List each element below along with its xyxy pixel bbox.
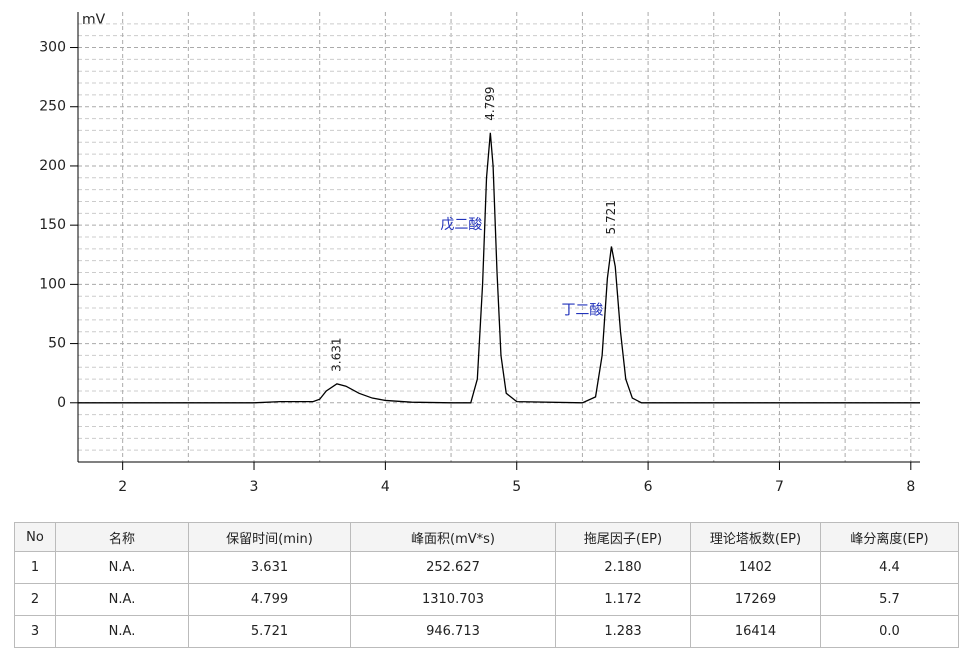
peak-label: 5.721	[604, 200, 618, 234]
x-tick-label: 5	[512, 479, 521, 495]
y-tick-label: 0	[57, 395, 66, 411]
y-tick-label: 300	[39, 40, 66, 56]
table-cell: 16414	[690, 615, 821, 648]
table-body: 1 N.A. 3.631 252.627 2.180 1402 4.4 2 N.A. 4.799 1…	[14, 551, 959, 648]
y-tick-label: 50	[48, 336, 66, 352]
table-cell: 1	[14, 551, 56, 584]
y-tick-label: 200	[39, 158, 66, 174]
header-row: No 名称 保留时间(min) 峰面积(mV*s) 拖尾因子(EP) 理论塔板数(EP) 峰…	[14, 522, 959, 552]
header-cell: 拖尾因子(EP)	[555, 522, 691, 552]
table-cell: 2	[14, 583, 56, 616]
y-tick-label: 150	[39, 217, 66, 233]
x-tick-label: 3	[250, 479, 259, 495]
x-tick-label: 4	[381, 479, 390, 495]
header-cell: 名称	[55, 522, 189, 552]
table-cell: 0.0	[820, 615, 959, 648]
header-cell: No	[14, 522, 56, 552]
table-cell: 946.713	[350, 615, 556, 648]
y-tick-label: 250	[39, 99, 66, 115]
y-unit: mV	[82, 12, 106, 28]
header-cell: 峰分离度(EP)	[820, 522, 959, 552]
table-row: 3 N.A. 5.721 946.713 1.283 16414 0.0	[14, 615, 959, 648]
x-tick-label: 2	[118, 479, 127, 495]
table-cell: 252.627	[350, 551, 556, 584]
peak-name: 丁二酸	[561, 302, 603, 318]
x-tick-label: 7	[775, 479, 784, 495]
peak-name: 戊二酸	[440, 217, 482, 233]
peak-label: 4.799	[483, 86, 497, 120]
table-cell: 4.799	[188, 583, 351, 616]
table-cell: 1.172	[555, 583, 691, 616]
table-cell: N.A.	[55, 583, 189, 616]
header-cell: 保留时间(min)	[188, 522, 351, 552]
table-cell: 1.283	[555, 615, 691, 648]
trace	[78, 132, 920, 404]
table-cell: 1402	[690, 551, 821, 584]
table-row: 1 N.A. 3.631 252.627 2.180 1402 4.4	[14, 551, 959, 584]
x-tick-label: 6	[644, 479, 653, 495]
table-cell: N.A.	[55, 615, 189, 648]
table-cell: N.A.	[55, 551, 189, 584]
table-cell: 3	[14, 615, 56, 648]
table-cell: 1310.703	[350, 583, 556, 616]
header-cell: 理论塔板数(EP)	[690, 522, 821, 552]
y-tick-label: 100	[39, 276, 66, 292]
table-cell: 17269	[690, 583, 821, 616]
x-tick-label: 8	[906, 479, 915, 495]
table-cell: 5.721	[188, 615, 351, 648]
results-table: No 名称 保留时间(min) 峰面积(mV*s) 拖尾因子(EP) 理论塔板数(EP) 峰…	[14, 522, 959, 648]
table-cell: 4.4	[820, 551, 959, 584]
table-cell: 3.631	[188, 551, 351, 584]
chart: mV 2 3 4 5 6 7 8 0 50 100 150 200 250 300 3.631 4.799 戊二…	[39, 12, 920, 495]
header-cell: 峰面积(mV*s)	[350, 522, 556, 552]
table-row: 2 N.A. 4.799 1310.703 1.172 17269 5.7	[14, 583, 959, 616]
peak-label: 3.631	[329, 337, 343, 371]
table-cell: 2.180	[555, 551, 691, 584]
table-cell: 5.7	[820, 583, 959, 616]
